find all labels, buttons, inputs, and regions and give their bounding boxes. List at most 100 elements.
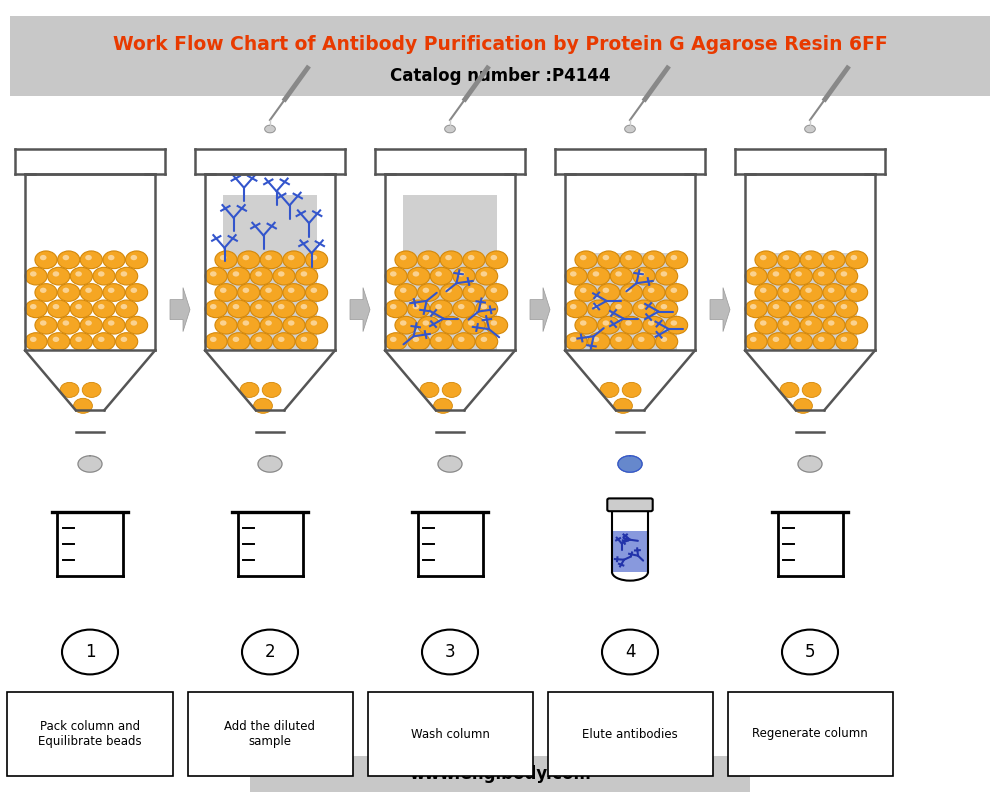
Circle shape <box>385 300 407 318</box>
Circle shape <box>778 316 800 334</box>
Circle shape <box>413 337 419 342</box>
Text: Work Flow Chart of Antibody Purification by Protein G Agarose Resin 6FF: Work Flow Chart of Antibody Purification… <box>113 34 887 54</box>
Circle shape <box>278 304 285 310</box>
Circle shape <box>103 284 125 302</box>
Circle shape <box>301 304 307 310</box>
Circle shape <box>802 382 821 398</box>
FancyBboxPatch shape <box>188 692 353 776</box>
Circle shape <box>70 300 92 318</box>
Circle shape <box>233 271 239 277</box>
Circle shape <box>430 333 452 350</box>
Circle shape <box>598 316 620 334</box>
Circle shape <box>116 267 138 285</box>
Bar <box>223 195 317 350</box>
Circle shape <box>220 320 227 326</box>
Circle shape <box>570 271 577 277</box>
Circle shape <box>93 333 115 350</box>
Circle shape <box>273 333 295 350</box>
Circle shape <box>131 255 137 260</box>
Circle shape <box>588 300 610 318</box>
Circle shape <box>783 288 789 293</box>
Circle shape <box>442 382 461 398</box>
Circle shape <box>311 288 317 293</box>
Circle shape <box>98 337 105 342</box>
Circle shape <box>823 284 845 302</box>
Circle shape <box>656 267 678 285</box>
Circle shape <box>666 251 688 269</box>
Circle shape <box>445 320 452 326</box>
Circle shape <box>395 251 417 269</box>
Circle shape <box>565 333 587 350</box>
Circle shape <box>254 398 272 414</box>
Circle shape <box>638 304 645 310</box>
Circle shape <box>296 267 318 285</box>
Circle shape <box>413 304 419 310</box>
FancyBboxPatch shape <box>368 692 532 776</box>
Text: 4: 4 <box>625 643 635 661</box>
Circle shape <box>481 337 487 342</box>
Circle shape <box>85 255 92 260</box>
Circle shape <box>778 284 800 302</box>
Circle shape <box>671 288 677 293</box>
Circle shape <box>602 630 658 674</box>
Circle shape <box>40 255 47 260</box>
Circle shape <box>750 304 757 310</box>
Circle shape <box>813 333 835 350</box>
Circle shape <box>255 271 262 277</box>
Circle shape <box>418 316 440 334</box>
Circle shape <box>413 271 419 277</box>
Circle shape <box>783 255 789 260</box>
Polygon shape <box>618 456 642 472</box>
FancyBboxPatch shape <box>10 16 990 96</box>
Circle shape <box>633 333 655 350</box>
Circle shape <box>126 251 148 269</box>
Circle shape <box>745 300 767 318</box>
Circle shape <box>778 251 800 269</box>
Circle shape <box>666 316 688 334</box>
Circle shape <box>35 284 57 302</box>
Circle shape <box>53 304 59 310</box>
Circle shape <box>238 284 260 302</box>
Circle shape <box>108 320 115 326</box>
Circle shape <box>306 316 328 334</box>
Circle shape <box>58 251 80 269</box>
Circle shape <box>40 288 47 293</box>
Circle shape <box>491 320 497 326</box>
Circle shape <box>633 300 655 318</box>
Circle shape <box>400 255 407 260</box>
Circle shape <box>603 288 609 293</box>
Circle shape <box>818 271 825 277</box>
Circle shape <box>745 333 767 350</box>
Circle shape <box>243 288 249 293</box>
Circle shape <box>841 337 847 342</box>
Circle shape <box>420 382 439 398</box>
Circle shape <box>468 255 475 260</box>
Circle shape <box>760 255 767 260</box>
Circle shape <box>210 271 217 277</box>
Circle shape <box>773 304 779 310</box>
Circle shape <box>395 284 417 302</box>
Circle shape <box>643 251 665 269</box>
Circle shape <box>476 267 498 285</box>
Circle shape <box>783 320 789 326</box>
Circle shape <box>265 320 272 326</box>
Circle shape <box>580 255 587 260</box>
Circle shape <box>836 300 858 318</box>
Circle shape <box>283 316 305 334</box>
Circle shape <box>75 271 82 277</box>
Circle shape <box>610 300 632 318</box>
Circle shape <box>823 316 845 334</box>
Circle shape <box>278 271 285 277</box>
Circle shape <box>615 337 622 342</box>
Circle shape <box>468 288 475 293</box>
Circle shape <box>625 255 632 260</box>
Text: 5: 5 <box>805 643 815 661</box>
Circle shape <box>255 304 262 310</box>
Circle shape <box>80 316 102 334</box>
Circle shape <box>486 251 508 269</box>
Circle shape <box>661 271 667 277</box>
Circle shape <box>463 316 485 334</box>
Circle shape <box>62 630 118 674</box>
Circle shape <box>828 255 835 260</box>
Text: 1: 1 <box>85 643 95 661</box>
